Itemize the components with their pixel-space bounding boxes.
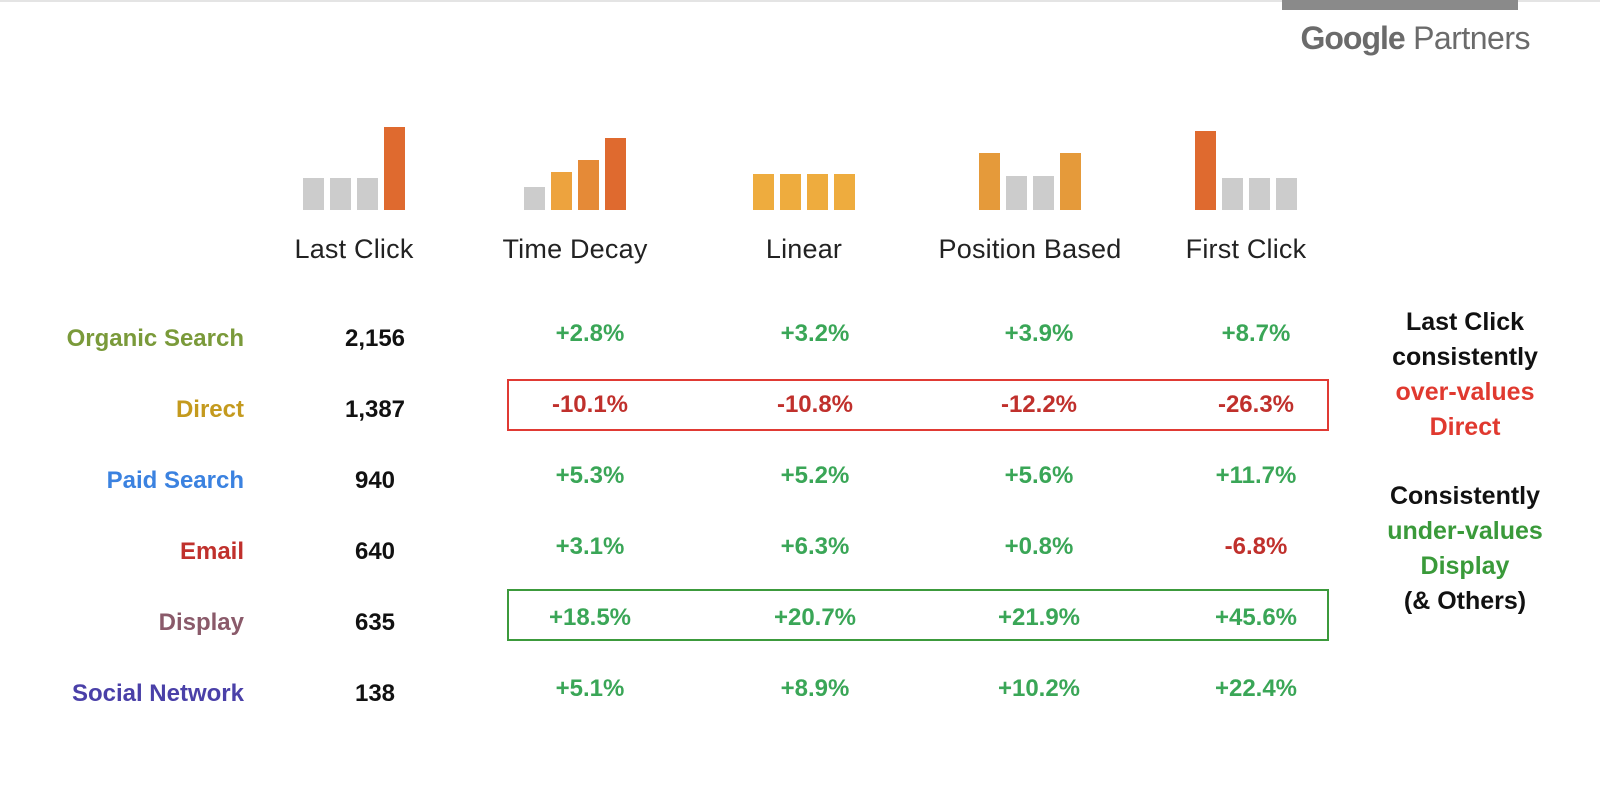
note-line: (& Others) (1403, 587, 1527, 615)
channel-label: Direct (175, 396, 244, 423)
model-bar (1060, 153, 1081, 210)
google-partners-logo: Google Partners (1270, 20, 1530, 57)
last-click-value: 640 (354, 538, 396, 565)
partners-top-bar (1282, 0, 1518, 10)
linear-change: +6.3% (780, 533, 850, 560)
channel-label: Social Network (71, 680, 244, 707)
model-bar (605, 138, 626, 210)
logo-google-text: Google (1300, 20, 1405, 56)
last-click-value: 1,387 (344, 396, 406, 423)
model-bar (384, 127, 405, 210)
note-line: Display (1420, 552, 1510, 580)
display-highlight-box (507, 589, 1329, 641)
note-line: Consistently (1389, 482, 1541, 510)
model-bar (807, 174, 828, 210)
model-bar (1006, 176, 1027, 210)
model-bar (1033, 176, 1054, 210)
linear-change: -10.8% (776, 391, 854, 418)
model-bar (578, 160, 599, 210)
first-click-change: +45.6% (1214, 604, 1298, 631)
model-bar-icon (694, 118, 914, 210)
note-line: over-values (1395, 378, 1535, 406)
model-bar (1276, 178, 1297, 210)
model-bar (357, 178, 378, 210)
model-last-click: Last Click (244, 118, 464, 298)
model-label: Last Click (294, 234, 414, 264)
model-bar (524, 187, 545, 210)
first-click-change: -26.3% (1217, 391, 1295, 418)
model-bar (551, 172, 572, 210)
model-label: Time Decay (502, 234, 648, 264)
direct-highlight-box (507, 379, 1329, 431)
linear-change: +3.2% (780, 320, 850, 347)
model-label: Position Based (938, 234, 1122, 264)
linear-change: +20.7% (773, 604, 857, 631)
linear-change: +8.9% (780, 675, 850, 702)
model-bar (1195, 131, 1216, 210)
note-over-values: Last Click consistently over-values Dire… (1350, 305, 1580, 445)
time-decay-change: +5.3% (555, 462, 625, 489)
model-bar (1249, 178, 1270, 210)
model-label: Linear (765, 234, 843, 264)
model-bar-icon (920, 118, 1140, 210)
first-click-change: +11.7% (1215, 462, 1297, 489)
logo-partners-text: Partners (1413, 20, 1530, 56)
model-bar (303, 178, 324, 210)
position-based-change: +10.2% (997, 675, 1081, 702)
model-time-decay: Time Decay (465, 118, 685, 298)
last-click-value: 138 (354, 680, 396, 707)
time-decay-change: -10.1% (551, 391, 629, 418)
time-decay-change: +2.8% (555, 320, 625, 347)
position-based-change: +21.9% (997, 604, 1081, 631)
model-bar (834, 174, 855, 210)
model-label: First Click (1185, 234, 1307, 264)
model-bar (753, 174, 774, 210)
position-based-change: +0.8% (1004, 533, 1074, 560)
last-click-value: 940 (354, 467, 396, 494)
time-decay-change: +3.1% (555, 533, 625, 560)
model-first-click: First Click (1136, 118, 1356, 298)
first-click-change: +22.4% (1214, 675, 1298, 702)
time-decay-change: +18.5% (548, 604, 632, 631)
first-click-change: +8.7% (1221, 320, 1291, 347)
model-bar (1222, 178, 1243, 210)
model-bar (979, 153, 1000, 210)
channel-label: Display (158, 609, 244, 636)
time-decay-change: +5.1% (555, 675, 625, 702)
model-bar-icon (1136, 118, 1356, 210)
position-based-change: +5.6% (1004, 462, 1074, 489)
last-click-value: 635 (354, 609, 396, 636)
position-based-change: +3.9% (1004, 320, 1074, 347)
note-line: consistently (1392, 343, 1538, 371)
channel-label: Organic Search (66, 325, 244, 352)
model-bar (330, 178, 351, 210)
model-bar-icon (244, 118, 464, 210)
note-line: Last Click (1405, 308, 1525, 336)
note-line: Direct (1429, 413, 1501, 441)
note-under-values: Consistently under-values Display (& Oth… (1350, 479, 1580, 619)
linear-change: +5.2% (780, 462, 850, 489)
model-linear: Linear (694, 118, 914, 298)
channel-label: Email (179, 538, 244, 565)
model-bar-icon (465, 118, 685, 210)
top-divider (0, 0, 1600, 2)
note-line: under-values (1387, 517, 1543, 545)
channel-label: Paid Search (106, 467, 244, 494)
model-bar (780, 174, 801, 210)
first-click-change: -6.8% (1224, 533, 1288, 560)
position-based-change: -12.2% (1000, 391, 1078, 418)
model-position-based: Position Based (920, 118, 1140, 298)
last-click-value: 2,156 (344, 325, 406, 352)
